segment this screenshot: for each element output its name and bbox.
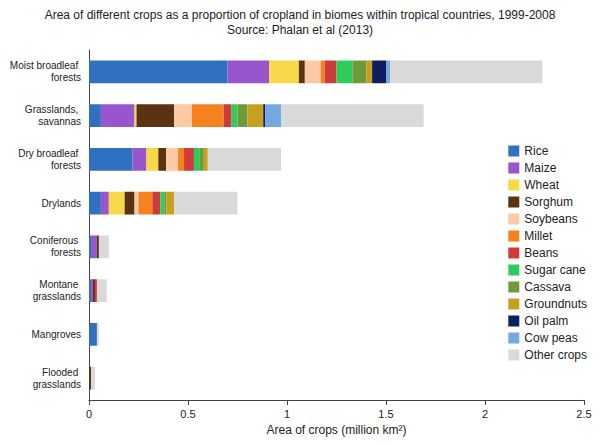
svg-text:grasslands: grasslands	[33, 379, 81, 390]
svg-text:Source: Phalan et al (2013): Source: Phalan et al (2013)	[227, 23, 373, 37]
svg-text:Cow peas: Cow peas	[524, 331, 577, 345]
svg-text:Moist broadleaf: Moist broadleaf	[10, 60, 81, 71]
svg-text:Area of crops (million km²): Area of crops (million km²)	[266, 423, 406, 437]
svg-text:2.5: 2.5	[576, 408, 591, 420]
svg-text:2: 2	[482, 408, 488, 420]
svg-text:Millet: Millet	[524, 229, 553, 243]
svg-text:Beans: Beans	[524, 246, 558, 260]
svg-text:forests: forests	[51, 72, 81, 83]
svg-text:Other crops: Other crops	[524, 348, 587, 362]
svg-text:Maize: Maize	[524, 161, 556, 175]
svg-text:Rice: Rice	[524, 144, 548, 158]
svg-text:Area of different crops as a p: Area of different crops as a proportion …	[45, 8, 556, 22]
svg-text:savannas: savannas	[38, 116, 81, 127]
svg-text:forests: forests	[51, 160, 81, 171]
svg-text:0: 0	[86, 408, 92, 420]
svg-text:Drylands: Drylands	[42, 198, 81, 209]
svg-text:Sugar cane: Sugar cane	[524, 263, 586, 277]
svg-text:grasslands: grasslands	[33, 291, 81, 302]
svg-text:Grasslands,: Grasslands,	[25, 104, 81, 115]
svg-text:Groundnuts: Groundnuts	[524, 297, 587, 311]
svg-text:Flooded: Flooded	[42, 367, 81, 378]
svg-text:Oil palm: Oil palm	[524, 314, 568, 328]
svg-text:Soybeans: Soybeans	[524, 212, 577, 226]
svg-text:Coniferous: Coniferous	[30, 235, 81, 246]
svg-text:0.5: 0.5	[180, 408, 195, 420]
svg-text:Dry broadleaf: Dry broadleaf	[18, 148, 81, 159]
svg-text:Cassava: Cassava	[524, 280, 571, 294]
svg-text:1: 1	[284, 408, 290, 420]
svg-text:forests: forests	[51, 247, 81, 258]
svg-text:Montane: Montane	[39, 279, 81, 290]
svg-text:Wheat: Wheat	[524, 178, 559, 192]
svg-text:1.5: 1.5	[378, 408, 393, 420]
svg-text:Mangroves: Mangroves	[32, 329, 81, 340]
svg-text:Sorghum: Sorghum	[524, 195, 573, 209]
